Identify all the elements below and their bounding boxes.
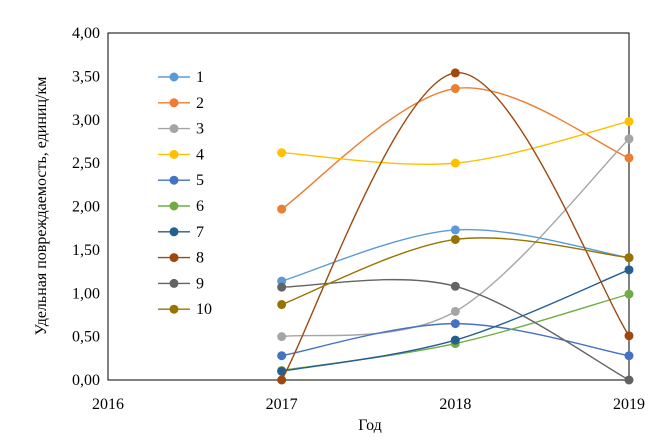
legend-label: 2 [196, 95, 204, 112]
legend-label: 9 [196, 275, 204, 292]
legend-swatch-marker [169, 149, 179, 159]
y-tick-label: 2,00 [72, 199, 100, 216]
series-line-2 [281, 87, 630, 210]
legend-label: 1 [196, 69, 204, 86]
data-point-10 [450, 234, 460, 244]
y-tick-label: 1,50 [72, 242, 100, 259]
y-tick-label: 4,00 [72, 25, 100, 42]
data-point-7 [277, 366, 287, 376]
series-4 [277, 116, 634, 168]
legend: 1 2 3 4 5 6 7 8 9 10 [158, 69, 212, 318]
data-point-2 [277, 204, 287, 214]
legend-swatch-marker [169, 98, 179, 108]
y-tick-label: 0,00 [72, 372, 100, 389]
legend-item-9: 9 [158, 275, 204, 292]
legend-swatch-marker [169, 278, 179, 288]
data-point-4 [624, 116, 634, 126]
legend-item-5: 5 [158, 172, 204, 189]
data-point-5 [277, 351, 287, 361]
legend-swatch-marker [169, 175, 179, 185]
y-tick-label: 2,50 [72, 155, 100, 172]
y-tick-label: 0,50 [72, 329, 100, 346]
legend-swatch-marker [169, 72, 179, 82]
data-point-2 [450, 84, 460, 94]
x-tick-labels: 2016 2017 2018 2019 [92, 396, 645, 413]
data-point-5 [624, 351, 634, 361]
data-point-3 [624, 134, 634, 144]
legend-label: 4 [196, 146, 204, 163]
series-layer [277, 68, 634, 385]
data-point-5 [450, 319, 460, 329]
series-1 [277, 225, 634, 286]
legend-item-2: 2 [158, 95, 204, 112]
x-tick-label: 2019 [613, 396, 645, 413]
legend-swatch-marker [169, 304, 179, 314]
y-tick-labels: 0,00 0,50 1,00 1,50 2,00 2,50 3,00 3,50 4,00 [72, 25, 100, 389]
legend-label: 7 [196, 224, 204, 241]
data-point-1 [450, 225, 460, 235]
x-tick-label: 2016 [92, 396, 124, 413]
legend-swatch-marker [169, 201, 179, 211]
series-6 [277, 289, 634, 375]
legend-label: 3 [196, 121, 204, 138]
data-point-9 [277, 282, 287, 292]
legend-swatch-marker [169, 227, 179, 237]
legend-swatch-marker [169, 253, 179, 263]
data-point-4 [450, 158, 460, 168]
series-3 [277, 134, 634, 342]
legend-item-10: 10 [158, 301, 212, 318]
data-point-8 [450, 68, 460, 78]
data-point-10 [624, 253, 634, 263]
legend-item-6: 6 [158, 198, 204, 215]
legend-item-8: 8 [158, 250, 204, 267]
x-tick-label: 2018 [439, 396, 471, 413]
legend-label: 8 [196, 250, 204, 267]
data-point-9 [624, 375, 634, 385]
legend-swatch-marker [169, 124, 179, 134]
y-tick-label: 1,00 [72, 285, 100, 302]
data-point-8 [277, 375, 287, 385]
series-7 [277, 265, 634, 376]
series-2 [277, 84, 634, 214]
series-line-10 [281, 237, 630, 306]
data-point-7 [450, 335, 460, 345]
data-point-9 [450, 281, 460, 291]
legend-label: 6 [196, 198, 204, 215]
y-tick-label: 3,00 [72, 112, 100, 129]
plot-area-frame [107, 32, 630, 381]
series-line-6 [281, 293, 630, 372]
y-tick-label: 3,50 [72, 68, 100, 85]
legend-label: 5 [196, 172, 204, 189]
x-axis-title: Год [358, 417, 382, 434]
data-point-4 [277, 148, 287, 158]
series-5 [277, 319, 634, 361]
data-point-10 [277, 300, 287, 310]
legend-item-3: 3 [158, 121, 204, 138]
data-point-8 [624, 331, 634, 341]
data-point-6 [624, 289, 634, 299]
legend-label: 10 [196, 301, 212, 318]
series-line-9 [281, 278, 630, 381]
y-axis-title: Удельная повреждаемость, единиц/км [33, 77, 50, 336]
legend-item-4: 4 [158, 146, 204, 163]
series-10 [277, 234, 634, 310]
x-tick-label: 2017 [266, 396, 298, 413]
data-point-3 [277, 332, 287, 342]
legend-item-7: 7 [158, 224, 204, 241]
data-point-3 [450, 306, 460, 316]
series-9 [277, 278, 634, 385]
data-point-7 [624, 265, 634, 275]
data-point-2 [624, 153, 634, 163]
legend-item-1: 1 [158, 69, 204, 86]
series-line-4 [281, 120, 630, 165]
